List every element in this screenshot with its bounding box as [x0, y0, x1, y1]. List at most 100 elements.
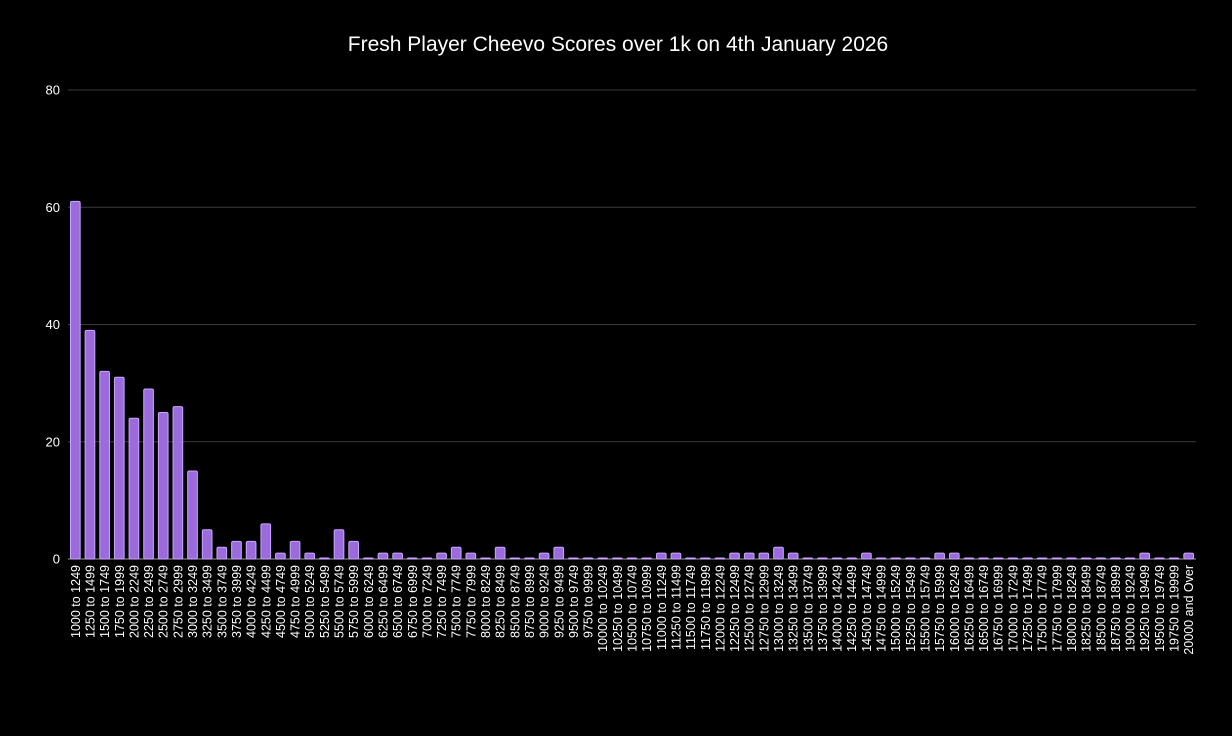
y-tick-label: 40: [46, 317, 60, 332]
bar: [319, 557, 330, 560]
bar: [773, 546, 784, 560]
bar: [670, 552, 682, 560]
bar: [1080, 557, 1092, 560]
bar: [685, 557, 696, 560]
bar: [641, 557, 652, 560]
x-category-label: 13750 to 13999: [816, 565, 830, 652]
bars: [69, 200, 1195, 560]
x-category-label: 6250 to 6499: [376, 565, 390, 638]
bar: [216, 546, 228, 560]
x-axis-category-labels: 1000 to 1249 1250 to 1499 1500 to 1749 1750…: [69, 565, 1196, 655]
x-category-label: 6750 to 6999: [406, 565, 420, 638]
bar: [187, 470, 198, 560]
x-category-label: 6000 to 6249: [362, 565, 376, 638]
x-category-label: 16750 to 16999: [992, 565, 1006, 652]
x-category-label: 7500 to 7749: [450, 565, 464, 638]
bar: [934, 552, 945, 560]
x-category-label: 12500 to 12749: [743, 565, 757, 652]
x-category-label: 16000 to 16249: [948, 565, 962, 652]
x-category-label: 10750 to 10999: [640, 565, 654, 652]
bar: [787, 552, 799, 560]
bar: [69, 200, 81, 560]
x-category-label: 14000 to 14249: [831, 565, 845, 652]
x-category-label: 17250 to 17499: [1021, 565, 1035, 652]
x-category-label: 15500 to 15749: [918, 565, 932, 652]
bar: [817, 557, 828, 560]
x-category-label: 17500 to 17749: [1036, 565, 1050, 652]
bar: [172, 406, 184, 560]
bar: [260, 523, 272, 560]
bar: [201, 529, 213, 560]
y-tick-label: 20: [46, 434, 60, 449]
bar: [406, 557, 418, 560]
x-category-label: 3000 to 3249: [186, 565, 200, 638]
x-category-label: 14750 to 14999: [875, 565, 889, 652]
x-category-label: 12250 to 12499: [728, 565, 742, 652]
x-category-label: 19000 to 19249: [1124, 565, 1138, 652]
x-category-label: 1750 to 1999: [113, 565, 127, 638]
x-category-label: 10000 to 10249: [596, 565, 610, 652]
x-category-label: 2750 to 2999: [171, 565, 185, 638]
bar: [113, 376, 125, 560]
bar: [905, 557, 916, 560]
bar: [362, 557, 374, 560]
gridlines: [68, 89, 1196, 560]
x-category-label: 5750 to 5999: [347, 565, 361, 638]
x-category-label: 5500 to 5749: [333, 565, 347, 638]
bar: [1168, 557, 1180, 560]
x-category-label: 3250 to 3499: [201, 565, 215, 638]
x-category-label: 3500 to 3749: [215, 565, 229, 638]
bar: [392, 552, 403, 560]
bar: [1095, 557, 1107, 560]
bar: [861, 552, 872, 560]
x-category-label: 1250 to 1499: [83, 565, 97, 638]
bar: [963, 557, 975, 560]
x-category-label: 11000 to 11249: [655, 565, 669, 650]
x-category-label: 9250 to 9499: [552, 565, 566, 638]
bar: [275, 552, 286, 560]
x-category-label: 3750 to 3999: [230, 565, 244, 638]
x-category-label: 16250 to 16499: [962, 565, 976, 652]
bar: [348, 540, 359, 560]
x-category-label: 8750 to 8999: [523, 565, 537, 638]
bar: [333, 529, 345, 560]
bar: [436, 552, 447, 560]
x-category-label: 4250 to 4499: [259, 565, 273, 638]
x-category-label: 18000 to 18249: [1065, 565, 1079, 652]
x-category-label: 7250 to 7499: [435, 565, 449, 638]
bar: [758, 552, 770, 560]
x-category-label: 9750 to 9999: [582, 565, 596, 638]
x-category-label: 19250 to 19499: [1138, 565, 1152, 652]
bar: [157, 411, 169, 560]
bar: [582, 557, 594, 560]
y-axis-ticks: 0 20 40 60 80: [46, 83, 60, 567]
bar: [538, 552, 550, 560]
x-category-label: 9000 to 9249: [538, 565, 552, 638]
x-category-label: 6500 to 6749: [391, 565, 405, 638]
x-category-label: 10250 to 10499: [611, 565, 625, 652]
x-category-label: 7750 to 7999: [464, 565, 478, 638]
bar: [128, 417, 140, 560]
x-category-label: 14250 to 14499: [845, 565, 859, 652]
x-category-label: 13000 to 13249: [772, 565, 786, 652]
bar: [245, 540, 257, 560]
x-category-label: 16500 to 16749: [977, 565, 991, 652]
x-category-label: 2000 to 2249: [127, 565, 141, 638]
x-category-label: 18500 to 18749: [1094, 565, 1108, 652]
bar: [304, 552, 316, 560]
x-category-label: 17000 to 17249: [1006, 565, 1020, 652]
bar: [978, 557, 989, 560]
x-category-label: 4500 to 4749: [274, 565, 288, 638]
bar: [1124, 557, 1136, 560]
bar: [480, 557, 491, 560]
bar: [465, 552, 477, 560]
y-tick-label: 60: [46, 200, 60, 215]
bar: [1154, 557, 1165, 560]
bar: [553, 546, 565, 560]
x-category-label: 13500 to 13749: [801, 565, 815, 652]
bar: [890, 557, 902, 560]
x-category-label: 1000 to 1249: [69, 565, 83, 638]
bar: [1066, 557, 1077, 560]
bar: [729, 552, 740, 560]
x-category-label: 15750 to 15999: [933, 565, 947, 652]
